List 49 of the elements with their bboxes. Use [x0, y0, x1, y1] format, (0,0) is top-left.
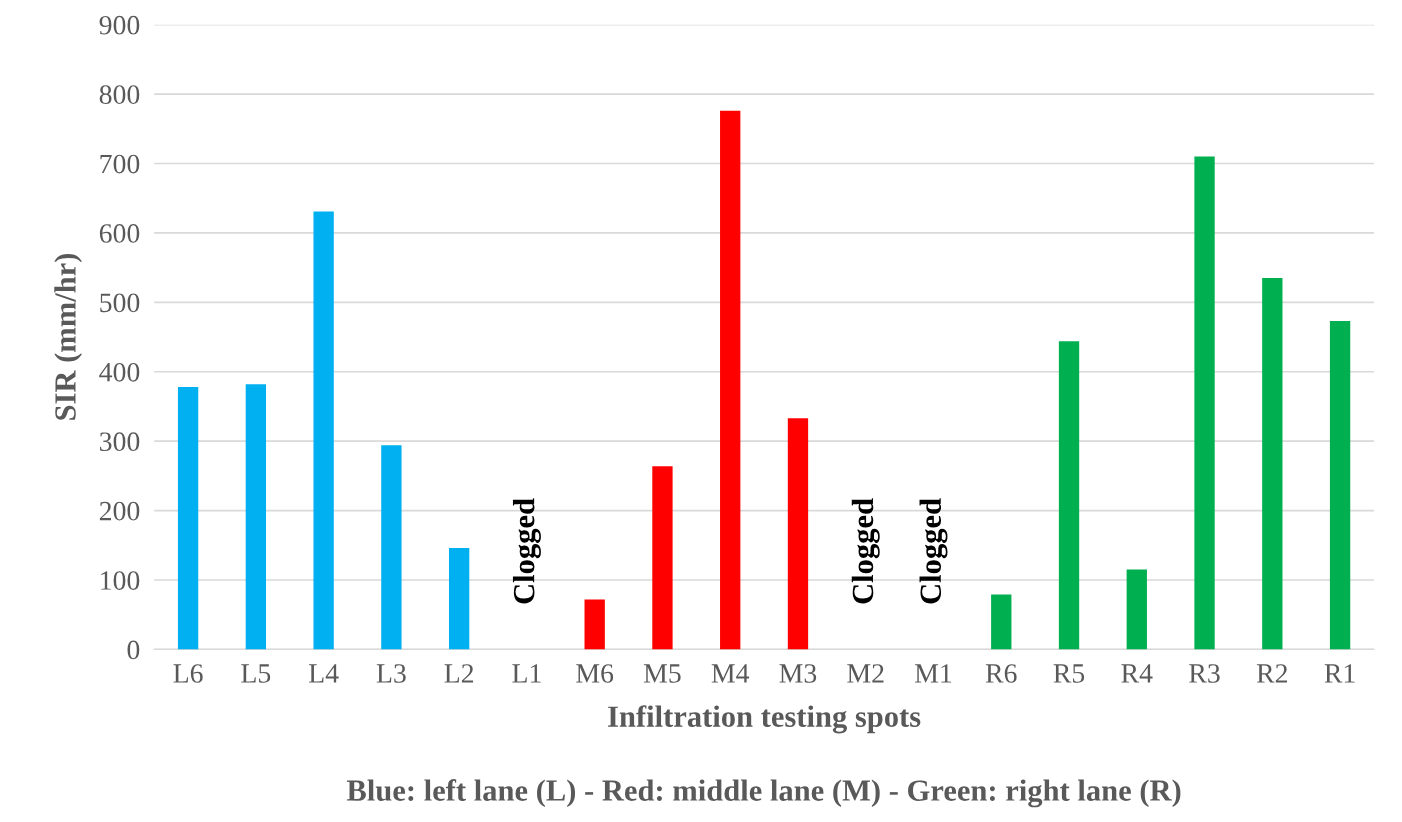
bar	[381, 445, 402, 650]
bar	[787, 418, 809, 650]
x-tick-label: R1	[1324, 664, 1355, 683]
x-tick-label: M2	[847, 664, 884, 683]
x-tick-label: M1	[915, 664, 952, 683]
x-tick-label: R2	[1256, 664, 1287, 683]
bar	[1194, 156, 1215, 650]
text: Blue: left lane (L) - Red: middle lane (M) - Green: right lane (R)	[346, 779, 1181, 808]
x-tick-label: R6	[985, 664, 1017, 683]
y-tick-label: 900	[99, 15, 140, 35]
x-tick-label: M4	[711, 664, 750, 683]
bar	[177, 387, 199, 650]
x-tick-label: L1	[512, 664, 541, 683]
y-axis-title: SIR (mm/hr)	[54, 253, 82, 420]
y-tick-label: 400	[99, 362, 140, 382]
x-tick-label: M5	[643, 664, 681, 683]
x-tick-label: L3	[376, 664, 406, 683]
bar	[1126, 569, 1147, 650]
x-tick-label: R5	[1053, 664, 1085, 683]
x-tick-label: R4	[1121, 664, 1153, 683]
x-tick-label: L2	[444, 664, 474, 683]
x-tick-label: L6	[173, 664, 203, 683]
bar	[448, 548, 470, 650]
x-tick-label: R3	[1189, 664, 1220, 683]
y-tick-label: 700	[100, 154, 140, 174]
y-tick-label: 200	[99, 501, 140, 521]
bar	[1262, 278, 1283, 650]
y-tick-label: 300	[99, 432, 140, 452]
x-tick-label: M6	[576, 664, 614, 683]
bar	[313, 211, 334, 650]
bar	[1058, 341, 1080, 650]
y-tick-label: 500	[100, 293, 140, 313]
x-tick-label: L4	[309, 664, 339, 683]
x-tick-label: M3	[779, 664, 817, 683]
y-tick-label: 800	[99, 85, 140, 104]
y-tick-label: 600	[99, 224, 140, 243]
bar	[991, 594, 1012, 650]
bar	[584, 599, 605, 650]
x-axis-title: Infiltration testing spots	[608, 705, 921, 734]
annotation: Clogged	[919, 498, 948, 604]
bar	[1329, 321, 1351, 650]
bar	[652, 466, 673, 650]
annotation: Clogged	[851, 498, 880, 604]
y-tick-label: 100	[101, 571, 140, 590]
bar	[720, 110, 741, 650]
annotation: Clogged	[512, 498, 541, 604]
y-tick-label: 0	[127, 640, 140, 660]
x-tick-label: L5	[241, 664, 271, 683]
bar	[245, 384, 267, 650]
